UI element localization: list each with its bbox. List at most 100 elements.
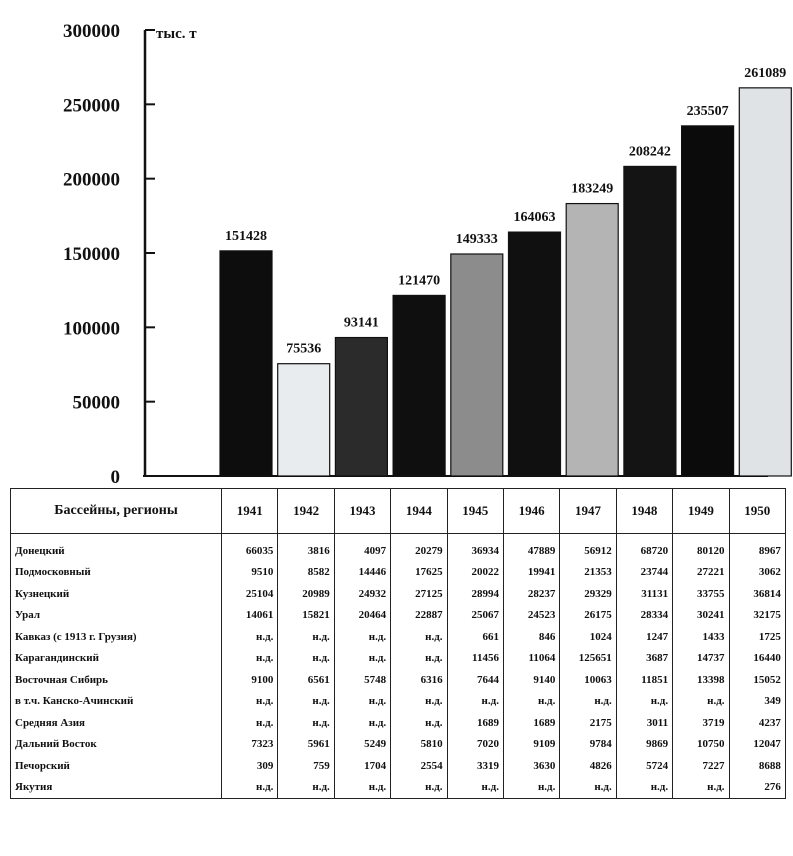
- table-cell-value: н.д.: [333, 712, 392, 734]
- table-cell-value: 28237: [502, 583, 561, 605]
- table-cell-value: 7020: [446, 733, 504, 755]
- table-cell-value: 28994: [446, 583, 504, 605]
- bar-value-labels: 151428 75536 93141 121470 149333 164063 183249…: [225, 66, 786, 357]
- table-cell-value: н.д.: [615, 776, 674, 799]
- table-cell-value: н.д.: [390, 712, 448, 734]
- table-cell-value: н.д.: [220, 626, 279, 648]
- table-cell-value: 36814: [728, 583, 786, 605]
- table-row: Кавказ (с 1913 г. Грузия) н.д. н.д. н.д. н.д…: [10, 626, 786, 648]
- table-cell-value: 349: [728, 690, 786, 712]
- bar-value-label-1946: 164063: [514, 210, 556, 225]
- table-header-year: 1942: [277, 488, 335, 534]
- table-cell-value: 23744: [615, 561, 674, 583]
- table-cell-value: 22887: [390, 604, 448, 626]
- bar-chart: тыс. т 0 50000 100000 150000 200000 250000 300…: [63, 21, 792, 485]
- table-cell-value: 9140: [502, 669, 561, 691]
- bar-1950: [738, 87, 792, 477]
- table-cell-value: 9100: [220, 669, 279, 691]
- bar-value-label-1948: 208242: [629, 144, 671, 159]
- table-cell-value: 3319: [446, 755, 504, 777]
- table-cell-value: 2175: [559, 712, 617, 734]
- table-cell-value: 13398: [672, 669, 730, 691]
- table-cell-value: 3816: [277, 533, 335, 562]
- table-cell-value: н.д.: [277, 690, 335, 712]
- bar-value-label-1950: 261089: [744, 66, 786, 81]
- table-cell-region: Дальний Восток: [10, 733, 222, 755]
- table-header-year: 1948: [615, 488, 674, 534]
- table-cell-region: Кузнецкий: [10, 583, 222, 605]
- table-cell-region: Средняя Азия: [10, 712, 222, 734]
- table-cell-value: 28334: [615, 604, 674, 626]
- table-cell-value: 1689: [446, 712, 504, 734]
- table-cell-value: 759: [277, 755, 335, 777]
- table-cell-value: 14737: [672, 647, 730, 669]
- bar-1948: [623, 165, 677, 477]
- table-cell-value: 20989: [277, 583, 335, 605]
- table-cell-value: 9510: [220, 561, 279, 583]
- table-cell-value: 29329: [559, 583, 617, 605]
- table-cell-value: 1725: [728, 626, 786, 648]
- table-cell-value: 15052: [728, 669, 786, 691]
- table-cell-value: 3687: [615, 647, 674, 669]
- table-cell-value: 27125: [390, 583, 448, 605]
- table-cell-region: в т.ч. Канско-Ачинский: [10, 690, 222, 712]
- table-row: Кузнецкий 25104 20989 24932 27125 28994 28237 2…: [10, 583, 786, 605]
- table-cell-value: 8967: [728, 533, 786, 562]
- table-cell-value: 8582: [277, 561, 335, 583]
- table-cell-value: н.д.: [220, 647, 279, 669]
- table-cell-value: н.д.: [446, 690, 504, 712]
- table-cell-value: 276: [728, 776, 786, 799]
- table-header-year: 1945: [446, 488, 504, 534]
- bar-value-label-1943: 93141: [344, 316, 379, 331]
- table-cell-region: Урал: [10, 604, 222, 626]
- table-row: Восточная Сибирь 9100 6561 5748 6316 7644 9140…: [10, 669, 786, 691]
- table-cell-region: Карагандинский: [10, 647, 222, 669]
- table-header-year: 1941: [220, 488, 279, 534]
- table-cell-value: н.д.: [333, 776, 392, 799]
- table-cell-value: н.д.: [333, 690, 392, 712]
- table-cell-region: Восточная Сибирь: [10, 669, 222, 691]
- bar-value-label-1942: 75536: [286, 342, 321, 357]
- table-cell-value: 25067: [446, 604, 504, 626]
- y-tick-label: 250000: [63, 95, 120, 116]
- y-tick-label: 50000: [73, 393, 121, 414]
- table-cell-value: 10750: [672, 733, 730, 755]
- table-header-year: 1947: [559, 488, 617, 534]
- bars: [219, 87, 792, 477]
- table-cell-value: 15821: [277, 604, 335, 626]
- bar-value-label-1949: 235507: [687, 104, 729, 119]
- bar-1945: [450, 253, 504, 477]
- table-cell-value: н.д.: [220, 776, 279, 799]
- table-cell-value: 4237: [728, 712, 786, 734]
- table-cell-value: 1024: [559, 626, 617, 648]
- bar-1943: [334, 336, 388, 477]
- table-cell-value: 11851: [615, 669, 674, 691]
- table-cell-value: 7644: [446, 669, 504, 691]
- table-cell-value: 33755: [672, 583, 730, 605]
- table-cell-value: 9869: [615, 733, 674, 755]
- table-cell-value: 16440: [728, 647, 786, 669]
- bar-1947: [565, 202, 619, 477]
- table-cell-value: 4826: [559, 755, 617, 777]
- table-row: Донецкий 66035 3816 4097 20279 36934 47889 5691…: [10, 533, 786, 562]
- table-row: Карагандинский н.д. н.д. н.д. н.д. 11456 11064…: [10, 647, 786, 669]
- table-cell-value: 6316: [390, 669, 448, 691]
- table-cell-value: н.д.: [277, 626, 335, 648]
- table-cell-value: 10063: [559, 669, 617, 691]
- table-cell-value: 5249: [333, 733, 392, 755]
- table-cell-value: н.д.: [615, 690, 674, 712]
- table-cell-value: 20022: [446, 561, 504, 583]
- table-cell-value: 17625: [390, 561, 448, 583]
- table-cell-value: 32175: [728, 604, 786, 626]
- table-cell-value: 20279: [390, 533, 448, 562]
- table-cell-value: 8688: [728, 755, 786, 777]
- bar-value-label-1941: 151428: [225, 229, 267, 244]
- table-cell-value: 3719: [672, 712, 730, 734]
- bar-1949: [680, 125, 735, 477]
- table-cell-value: 24932: [333, 583, 392, 605]
- table-cell-value: 14446: [333, 561, 392, 583]
- table-cell-value: 7323: [220, 733, 279, 755]
- table-cell-value: 66035: [220, 533, 279, 562]
- table-cell-region: Якутия: [10, 776, 222, 799]
- table-cell-region: Печорский: [10, 755, 222, 777]
